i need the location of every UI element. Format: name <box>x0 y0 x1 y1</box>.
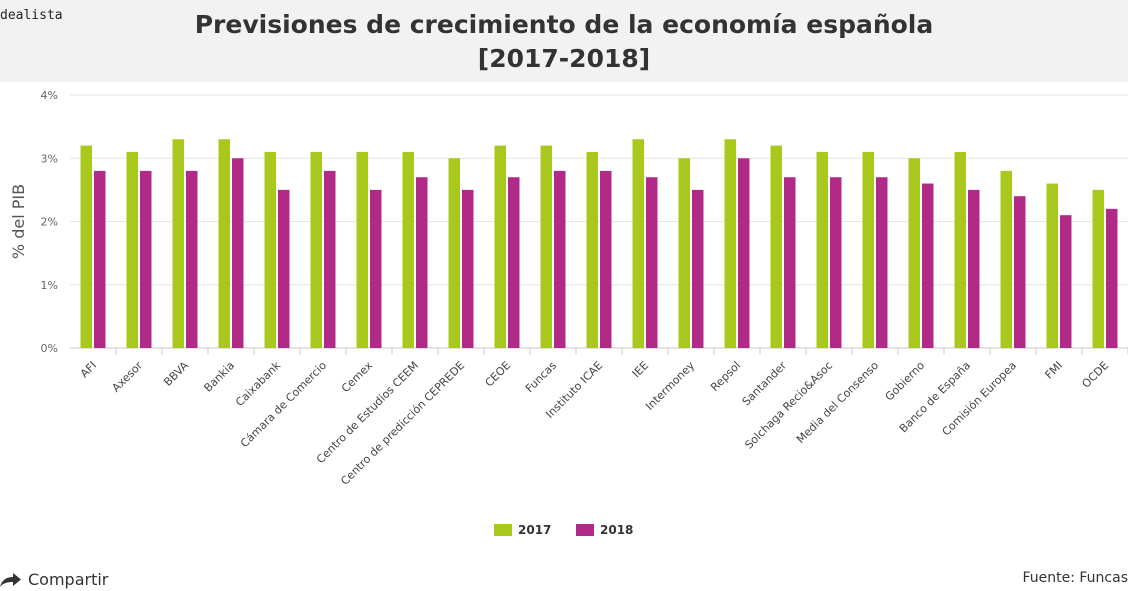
bar-2017-17 <box>862 151 874 348</box>
legend-item-2017[interactable]: 2017 <box>494 523 551 537</box>
legend-label-2017: 2017 <box>518 523 552 537</box>
y-tick-label: 1% <box>41 279 58 292</box>
x-tick-label: Gobierno <box>883 359 928 404</box>
x-tick-label: Repsol <box>708 359 743 394</box>
share-arrow-icon <box>0 572 21 587</box>
source-note: Fuente: Funcas <box>1022 570 1128 586</box>
y-tick-label: 3% <box>41 152 58 165</box>
bar-2018-15 <box>784 177 796 348</box>
bar-2017-19 <box>954 151 966 348</box>
bar-2017-16 <box>816 151 828 348</box>
chart-subtitle: [2017-2018] <box>477 44 651 73</box>
brand-logo: dealista <box>0 8 63 23</box>
y-tick-label: 2% <box>41 216 58 229</box>
bar-2018-10 <box>554 170 566 348</box>
bar-2017-4 <box>264 151 276 348</box>
bar-2017-21 <box>1046 183 1058 348</box>
bar-2018-14 <box>738 158 750 348</box>
bar-2017-9 <box>494 145 506 348</box>
bar-2017-10 <box>540 145 552 348</box>
bar-2018-7 <box>416 177 428 348</box>
bar-2018-19 <box>968 189 980 348</box>
x-tick-label: Axesor <box>109 359 145 395</box>
bar-2018-4 <box>278 189 290 348</box>
bar-2018-22 <box>1106 208 1118 348</box>
bar-2018-5 <box>324 170 336 348</box>
bar-2018-11 <box>600 170 612 348</box>
x-tick-label: Intermoney <box>643 359 697 413</box>
x-tick-label: IEE <box>630 359 651 380</box>
bar-2018-20 <box>1014 196 1026 348</box>
bar-2018-6 <box>370 189 382 348</box>
bar-2017-20 <box>1000 170 1012 348</box>
x-tick-label: BBVA <box>161 359 191 389</box>
legend-swatch-2018 <box>576 524 594 536</box>
bar-2017-6 <box>356 151 368 348</box>
bar-2018-13 <box>692 189 704 348</box>
x-tick-label: FMI <box>1042 359 1065 382</box>
bar-2017-18 <box>908 158 920 348</box>
bar-2018-18 <box>922 183 934 348</box>
bar-2017-3 <box>218 139 230 348</box>
bar-2018-16 <box>830 177 842 348</box>
x-tick-label: CEOE <box>483 359 514 390</box>
bar-2018-8 <box>462 189 474 348</box>
share-label: Compartir <box>28 570 109 589</box>
bar-2018-9 <box>508 177 520 348</box>
y-tick-label: 0% <box>41 342 58 355</box>
x-tick-label: AFI <box>78 359 99 380</box>
bar-2017-1 <box>126 151 138 348</box>
x-tick-label: Caixabank <box>233 358 284 409</box>
chart-header: dealista Previsiones de crecimiento de l… <box>0 0 1128 82</box>
bar-2018-17 <box>876 177 888 348</box>
bar-2017-2 <box>172 139 184 348</box>
bar-2017-11 <box>586 151 598 348</box>
bar-2018-2 <box>186 170 198 348</box>
bar-2017-13 <box>678 158 690 348</box>
bar-2018-0 <box>94 170 106 348</box>
bar-2017-7 <box>402 151 414 348</box>
y-tick-label: 4% <box>41 89 58 102</box>
share-button[interactable]: Compartir <box>0 570 108 589</box>
bar-2018-3 <box>232 158 244 348</box>
bar-2017-15 <box>770 145 782 348</box>
bar-2017-22 <box>1092 189 1104 348</box>
x-tick-label: Cemex <box>339 359 376 396</box>
y-axis-label: % del PIB <box>9 184 28 259</box>
bar-2018-12 <box>646 177 658 348</box>
bar-2018-1 <box>140 170 152 348</box>
bar-2017-12 <box>632 139 644 348</box>
legend-swatch-2017 <box>494 524 512 536</box>
legend-label-2018: 2018 <box>600 523 634 537</box>
bar-2017-8 <box>448 158 460 348</box>
x-tick-label: Solchaga Recio&Asoc <box>742 359 835 452</box>
x-tick-label: Cámara de Comercio <box>238 359 329 450</box>
bar-2017-14 <box>724 139 736 348</box>
bar-2017-5 <box>310 151 322 348</box>
bar-chart: % del PIB 0% 1% 2% 3% 4% AFI Axesor BBVA BankiaCa… <box>9 89 1128 488</box>
chart-title: Previsiones de crecimiento de la economí… <box>194 10 934 39</box>
bar-2017-0 <box>80 145 92 348</box>
x-tick-label: Media del Consenso <box>794 359 881 446</box>
legend-item-2018[interactable]: 2018 <box>576 523 633 537</box>
x-tick-label: Funcas <box>523 359 559 395</box>
x-tick-label: Santander <box>740 359 790 409</box>
x-tick-label: OCDE <box>1079 359 1111 391</box>
x-tick-label: Bankia <box>201 359 237 395</box>
bar-2018-21 <box>1060 215 1072 348</box>
chart-legend: 2017 2018 <box>0 523 1128 543</box>
